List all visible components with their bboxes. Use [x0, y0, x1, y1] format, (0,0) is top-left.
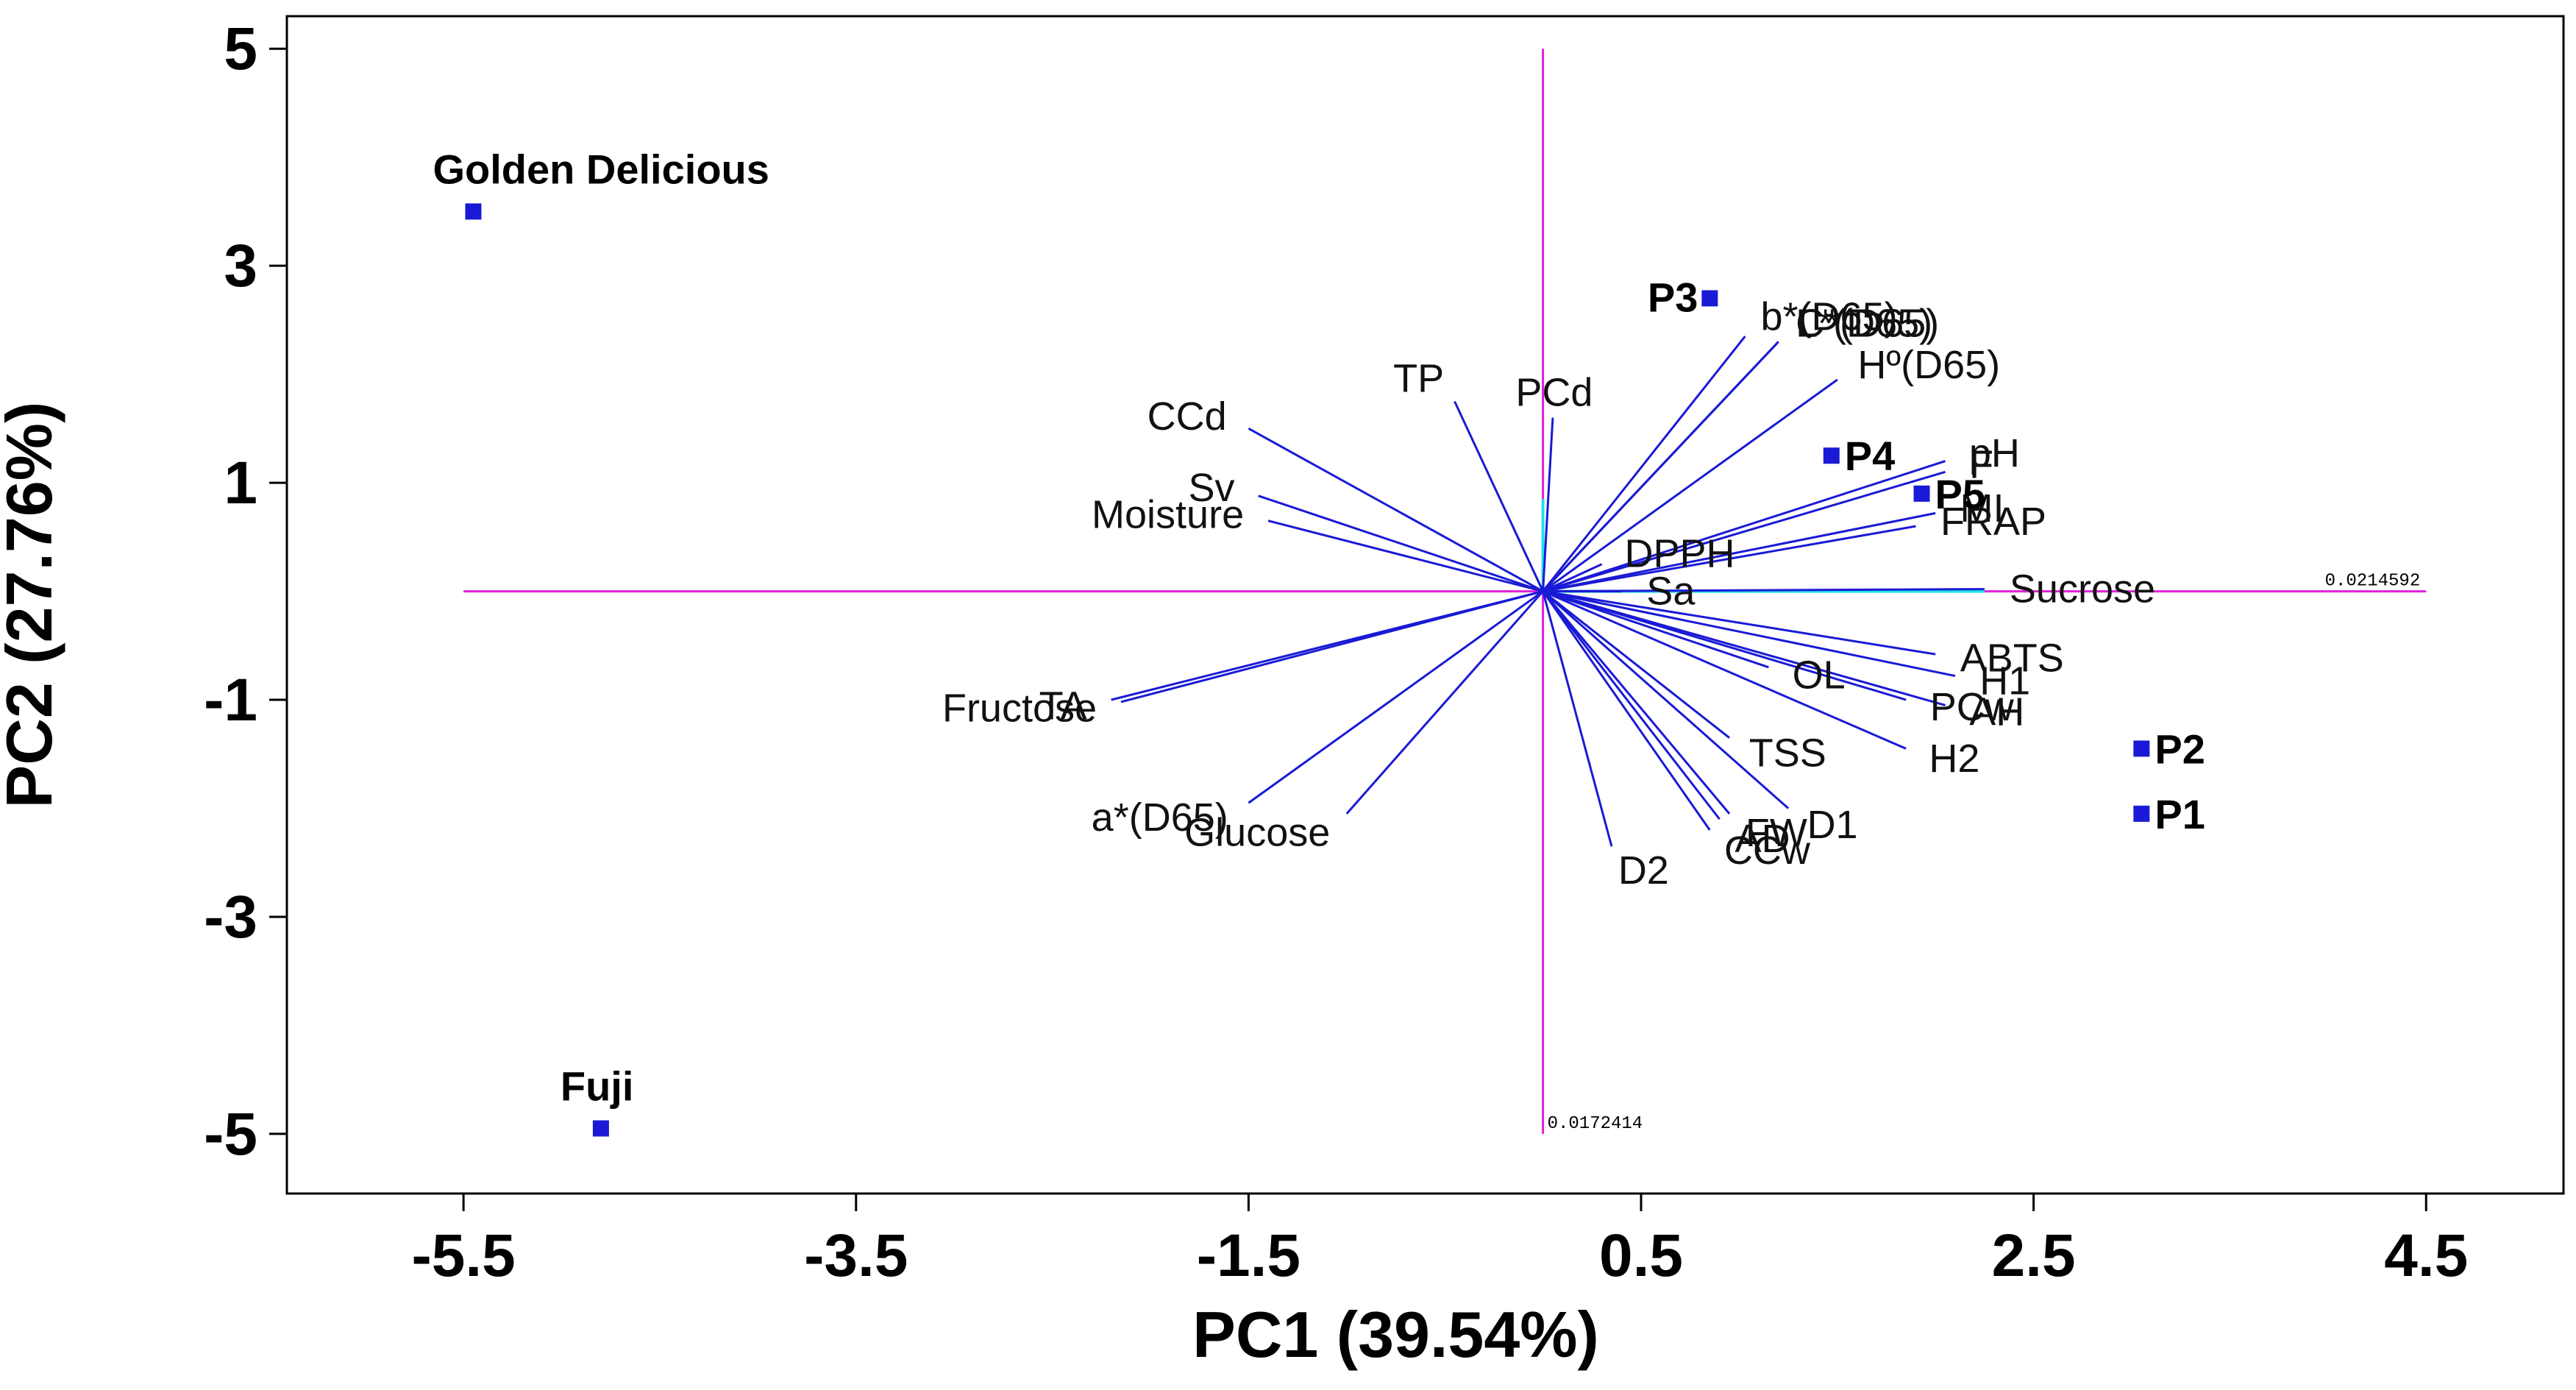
variable-label-h1: H1 [1979, 659, 2030, 703]
point-fuji [592, 1120, 609, 1137]
observation-label-p3: P3 [1648, 274, 1698, 320]
variable-label-a-d65: a*(D65) [1092, 795, 1228, 840]
loading-vectors [1111, 336, 1985, 847]
vector-ad [1542, 590, 1721, 820]
variable-label-moisture: Moisture [1092, 492, 1244, 536]
variable-label-ah: AH [1969, 690, 2024, 734]
variable-label-tss: TSS [1749, 731, 1826, 776]
vector-h1 [1543, 590, 1956, 678]
x-scale-value: 0.0214592 [2325, 572, 2421, 592]
observation-label-p5: P5 [1935, 471, 1986, 517]
variable-label-fructose: Fructose [942, 687, 1097, 731]
point-golden-delicious [465, 203, 482, 220]
observation-labels: Golden Delicious Fuji P3 P4 P5 P2 P1 [433, 146, 2205, 1109]
variable-label-mi: MI [1960, 486, 2004, 531]
vector-ph [1543, 460, 1946, 592]
vector-ccd [1248, 428, 1544, 592]
vector-mi [1543, 511, 1936, 593]
vector-glucose [1345, 590, 1544, 815]
vector-tss [1542, 590, 1730, 739]
variable-label-ccw: CCw [1724, 829, 1811, 873]
x-tick-label: -5.5 [411, 1222, 515, 1289]
point-p4 [1823, 447, 1840, 464]
variable-label-b-d65: b*(D65) [1761, 294, 1898, 338]
variable-label-dpph: DPPH [1625, 531, 1735, 575]
variable-label-sucrose: Sucrose [2010, 567, 2155, 611]
vector-frap [1543, 525, 1916, 593]
vector-pcd [1542, 417, 1554, 592]
observation-label-golden-delicious: Golden Delicious [433, 146, 769, 192]
vector-h2 [1542, 590, 1907, 750]
variable-label-pcw: PCw [1930, 685, 2015, 729]
vector-tp [1454, 400, 1544, 592]
y-axis-title: PC2 (27.76%) [0, 402, 65, 809]
point-p2 [2133, 740, 2150, 757]
vector-a-d65 [1248, 590, 1544, 804]
variable-label-d1: D1 [1807, 803, 1858, 847]
variable-label-tp: TP [1393, 357, 1444, 401]
x-tick-label: 0.5 [1599, 1222, 1683, 1289]
x-axis-title: PC1 (39.54%) [1192, 1298, 1599, 1371]
variable-label-sa: Sa [1646, 570, 1696, 614]
y-scale-value: 0.0172414 [1548, 1114, 1643, 1134]
x-tick-label: 2.5 [1992, 1222, 2076, 1289]
vector-pcw [1543, 590, 1907, 701]
variable-label-ol: OL [1793, 653, 1846, 698]
observation-label-p4: P4 [1845, 433, 1896, 479]
variable-label-pcd: PCd [1515, 371, 1593, 415]
y-tick-label: 1 [224, 450, 257, 517]
variable-label-h-d65: Hº(D65) [1857, 343, 2000, 387]
x-axis-ticks: -5.5 -3.5 -1.5 0.5 2.5 4.5 [411, 1194, 2468, 1289]
variable-label-d2: D2 [1618, 848, 1669, 893]
vector-d2 [1542, 591, 1613, 847]
x-tick-label: 4.5 [2384, 1222, 2468, 1289]
point-p5 [1913, 485, 1930, 502]
vector-d1 [1542, 590, 1790, 809]
vector-dpph [1542, 563, 1603, 592]
vector-abts [1543, 590, 1936, 656]
vector-ccw [1542, 590, 1711, 831]
point-p3 [1701, 290, 1718, 307]
y-tick-label: 5 [224, 15, 257, 82]
variable-label-sv: Sv [1188, 466, 1234, 510]
vector-b-d65 [1542, 336, 1746, 592]
variable-label-frap: FRAP [1940, 500, 2046, 544]
vector-fructose [1120, 590, 1543, 703]
variable-label-ccd: CCd [1148, 394, 1227, 439]
observation-points [465, 203, 2150, 1137]
variable-label-ph: pH [1969, 431, 2020, 475]
variable-label-l-d65: L*(D65) [1796, 302, 1932, 346]
observation-label-p2: P2 [2155, 726, 2205, 772]
x-tick-label: -1.5 [1197, 1222, 1301, 1289]
observation-label-fuji: Fuji [561, 1063, 634, 1110]
y-tick-label: -3 [204, 884, 257, 951]
y-tick-label: 3 [224, 233, 257, 299]
x-tick-label: -3.5 [804, 1222, 908, 1289]
vector-ol [1543, 590, 1769, 669]
y-tick-label: -5 [204, 1101, 257, 1168]
variable-label-ad: AD [1735, 817, 1790, 861]
plot-frame [285, 15, 2565, 1195]
vector-f [1543, 470, 1946, 593]
vector-l-d65 [1542, 341, 1779, 592]
variable-label-f: F [1969, 443, 1993, 487]
vector-moisture [1267, 520, 1543, 593]
observation-label-p1: P1 [2155, 791, 2205, 837]
variable-label-h2: H2 [1929, 737, 1979, 781]
point-p1 [2133, 805, 2150, 822]
variable-label-c-d65: C*(D65) [1796, 302, 1939, 346]
variable-label-glucose: Glucose [1184, 810, 1330, 854]
y-axis-ticks: 5 3 1 -1 -3 -5 [204, 15, 287, 1168]
variable-label-fw: FW [1746, 811, 1807, 855]
variable-label-ta: TA [1039, 684, 1087, 728]
vector-fw [1542, 590, 1731, 815]
y-tick-label: -1 [204, 667, 257, 734]
variable-label-abts: ABTS [1960, 636, 2064, 680]
vector-h-d65 [1542, 378, 1838, 592]
vector-sv [1258, 494, 1544, 592]
